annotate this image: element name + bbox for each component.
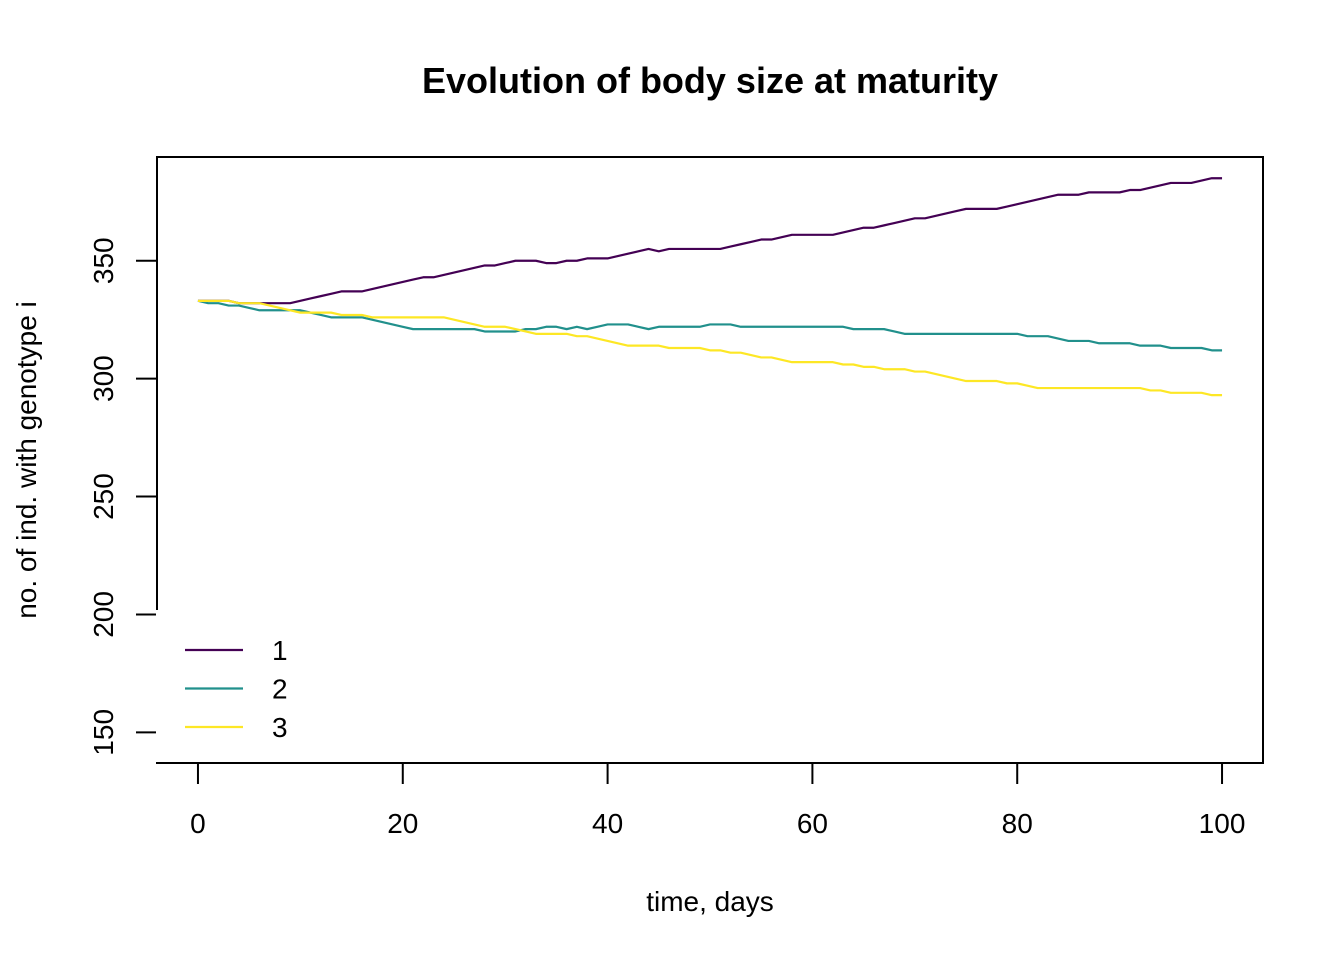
series-layer	[197, 177, 1223, 397]
x-tick-label: 100	[1199, 808, 1246, 839]
x-axis-label: time, days	[646, 886, 774, 917]
y-tick-label: 250	[88, 473, 119, 520]
legend-label-1: 1	[272, 635, 288, 666]
y-tick-label: 200	[88, 591, 119, 638]
series-line-2	[197, 299, 1223, 352]
x-tick-label: 40	[592, 808, 623, 839]
y-axis: 150 200 250 300 350	[88, 237, 158, 756]
y-axis-label: no. of ind. with genotype i	[11, 301, 42, 619]
x-axis: 0 20 40 60 80 100	[190, 762, 1246, 839]
legend: 1 2 3	[156, 610, 306, 762]
x-tick-label: 80	[1002, 808, 1033, 839]
legend-label-2: 2	[272, 674, 288, 705]
series-line-3	[197, 299, 1223, 397]
legend-box	[156, 610, 306, 762]
y-tick-label: 350	[88, 237, 119, 284]
chart-title: Evolution of body size at maturity	[422, 60, 998, 101]
y-tick-label: 150	[88, 709, 119, 756]
x-tick-label: 60	[797, 808, 828, 839]
series-line-1	[197, 177, 1223, 305]
y-tick-label: 300	[88, 355, 119, 402]
x-tick-label: 0	[190, 808, 206, 839]
legend-label-3: 3	[272, 712, 288, 743]
x-tick-label: 20	[387, 808, 418, 839]
